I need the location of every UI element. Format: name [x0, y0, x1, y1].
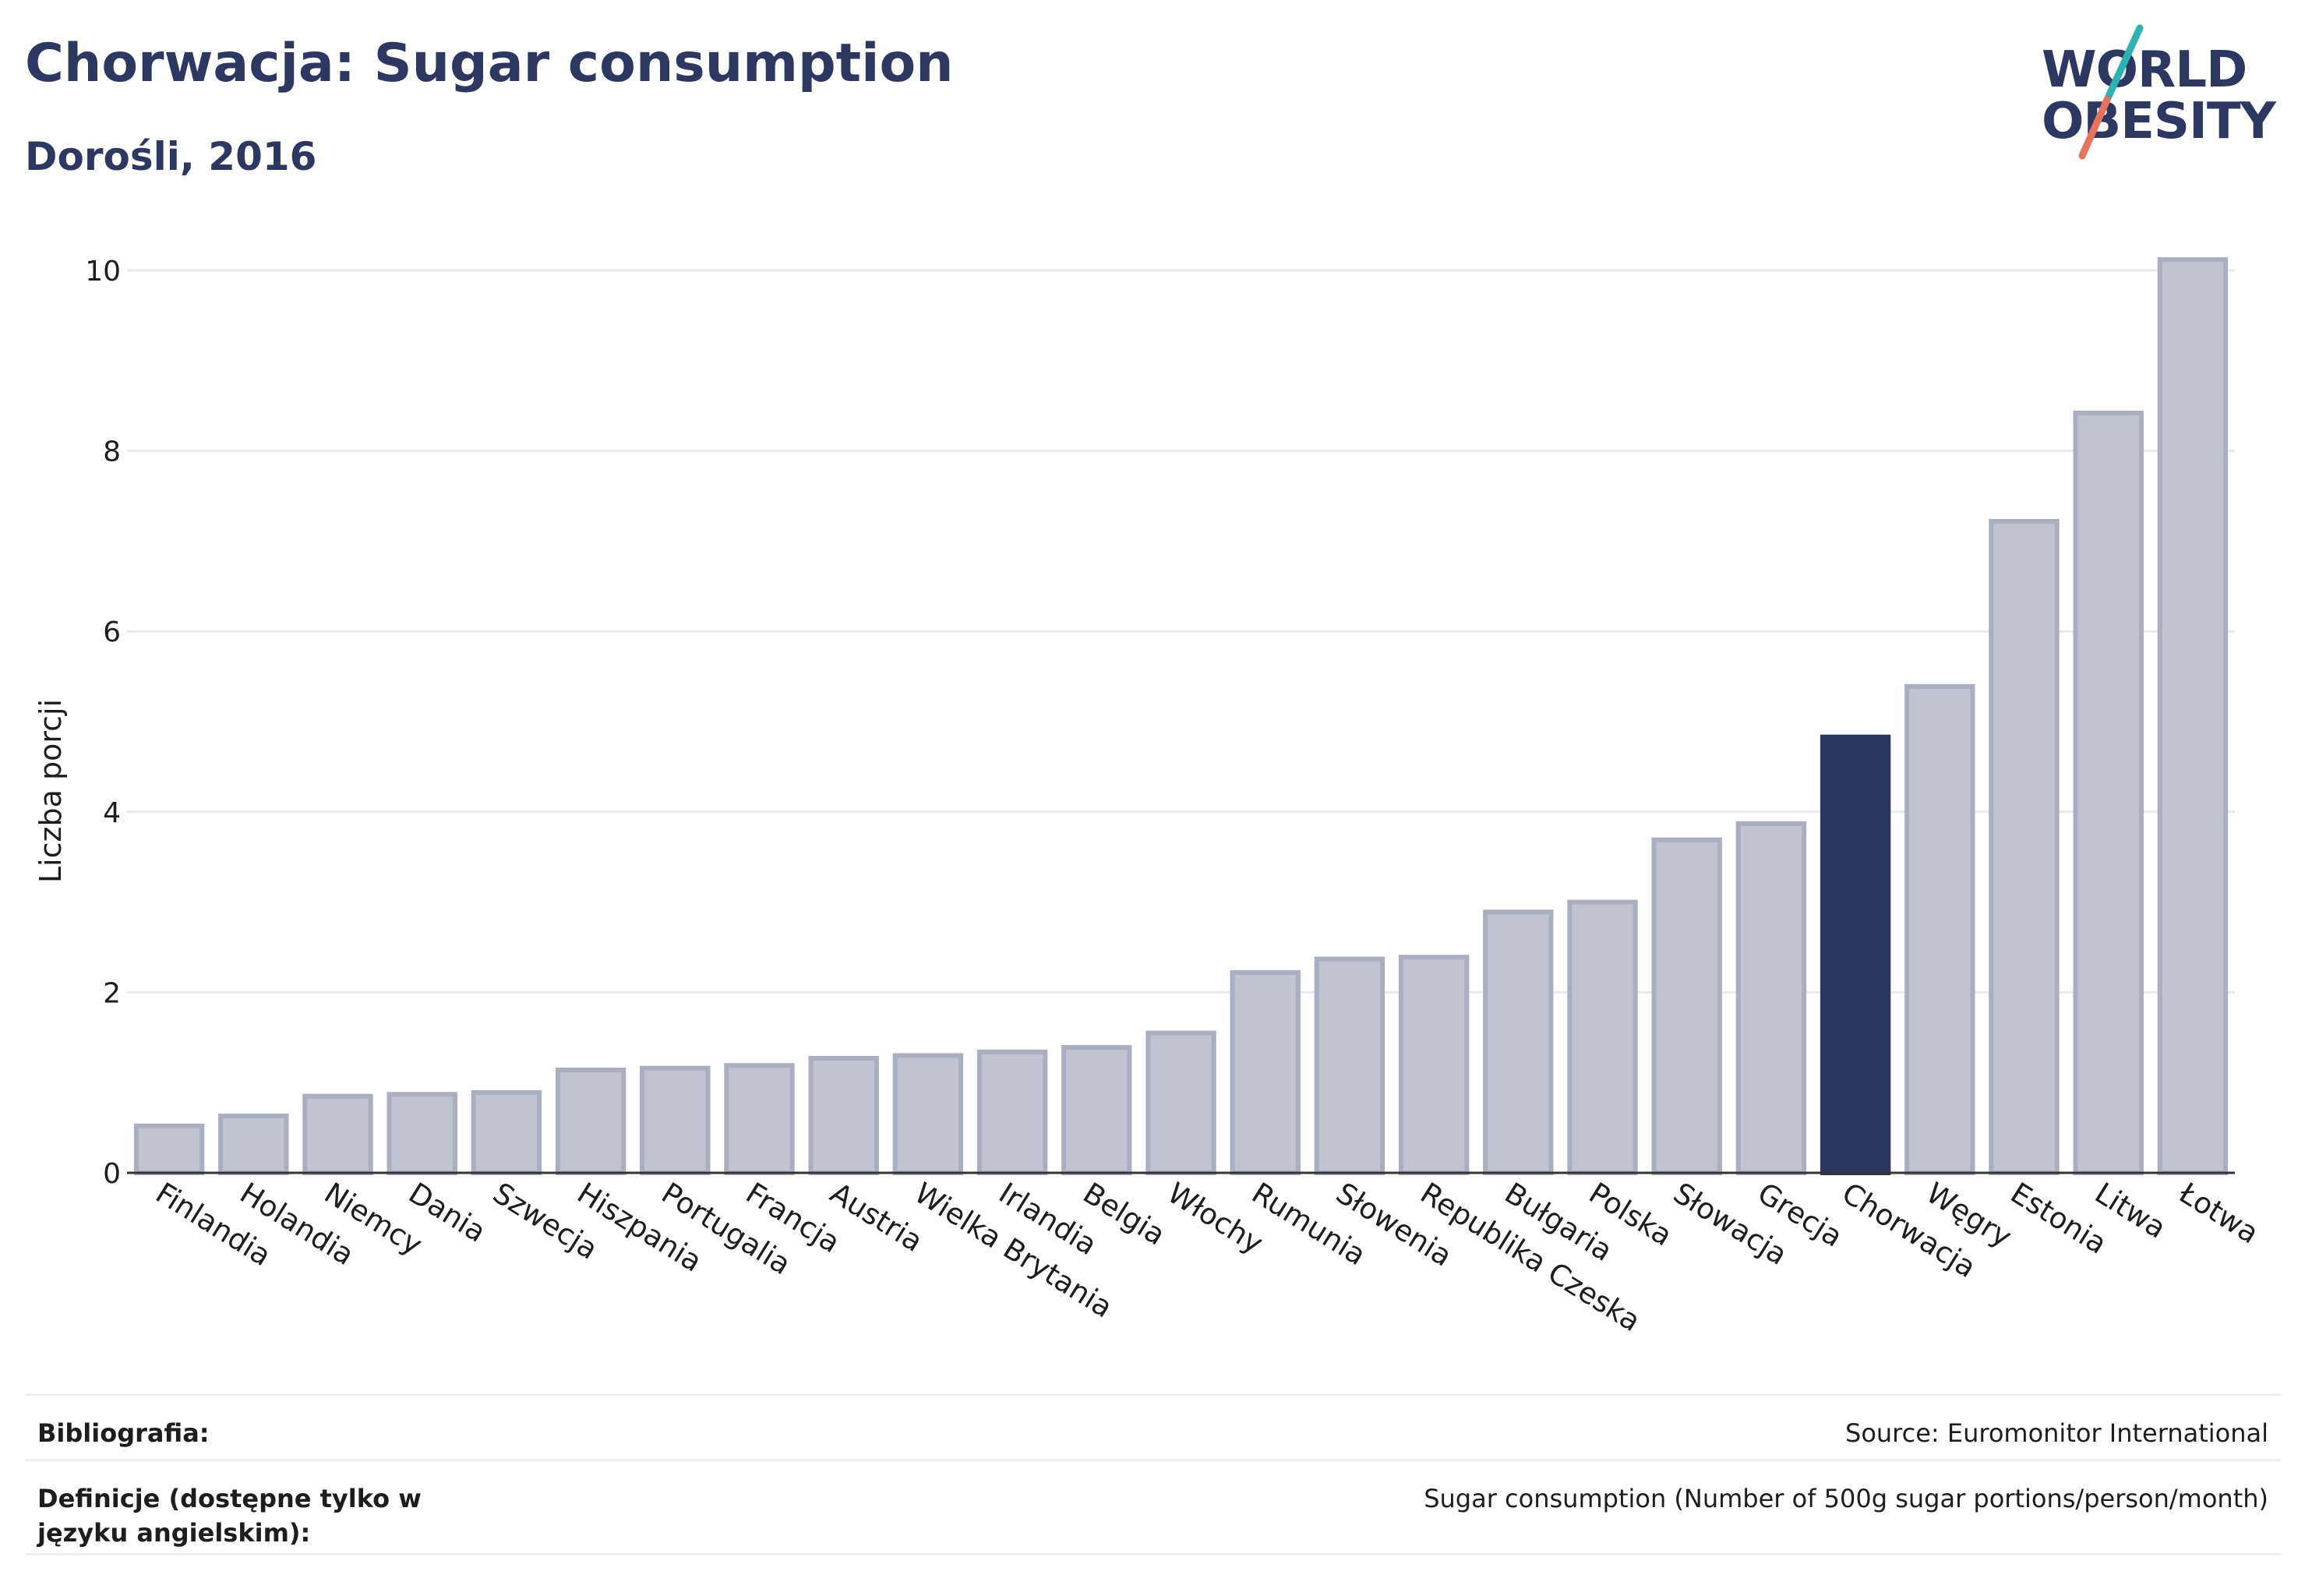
- bar-grecja[interactable]: [1735, 821, 1807, 1175]
- bibliography-label: Bibliografia:: [37, 1418, 210, 1448]
- bar-finlandia[interactable]: [133, 1123, 205, 1176]
- bar-litwa[interactable]: [2073, 410, 2144, 1175]
- bar-polska[interactable]: [1567, 899, 1638, 1175]
- logo-word-world: WORLD: [2042, 41, 2247, 99]
- bar-słowenia[interactable]: [1314, 956, 1385, 1175]
- bar-portugalia[interactable]: [640, 1065, 711, 1175]
- y-axis-label: Liczba porcji: [34, 699, 68, 883]
- y-tick-labels: 0 2 4 6 8 10: [85, 256, 121, 1190]
- bar-republika-czeska[interactable]: [1398, 955, 1470, 1176]
- bar-łotwa[interactable]: [2157, 257, 2229, 1175]
- bar-austria[interactable]: [808, 1055, 879, 1175]
- bar-wielka-brytania[interactable]: [892, 1053, 964, 1175]
- definitions-label: Definicje (dostępne tylko w języku angie…: [37, 1484, 422, 1548]
- logo-slash-icon: [2078, 24, 2144, 160]
- footer-table: Bibliografia: Source: Euromonitor Intern…: [25, 1393, 2281, 1555]
- bar-francja[interactable]: [724, 1063, 795, 1175]
- x-tick-label: Włochy: [1162, 1176, 1269, 1260]
- bar-chorwacja[interactable]: [1820, 734, 1891, 1175]
- bar-belgia[interactable]: [1061, 1045, 1132, 1175]
- bar-chart: 0 2 4 6 8 10 FinlandiaHolandiaNiemcyDaniaSzwe…: [34, 256, 2264, 1339]
- bar-holandia[interactable]: [218, 1114, 289, 1176]
- definitions-value: Sugar consumption (Number of 500g sugar …: [1424, 1484, 2268, 1513]
- x-tick-labels: FinlandiaHolandiaNiemcyDaniaSzwecjaHiszp…: [150, 1176, 2264, 1339]
- y-tick-label: 10: [85, 256, 121, 288]
- y-tick-label: 8: [103, 436, 121, 468]
- bibliography-value: Source: Euromonitor International: [1845, 1418, 2268, 1448]
- bar-bułgaria[interactable]: [1483, 909, 1554, 1175]
- bar-szwecja[interactable]: [471, 1089, 542, 1175]
- x-tick-label: Estonia: [2005, 1176, 2113, 1261]
- bar-włochy[interactable]: [1145, 1030, 1216, 1176]
- bar-rumunia[interactable]: [1230, 969, 1301, 1175]
- logo-word-obesity: OBESITY: [2042, 93, 2276, 150]
- bar-węgry[interactable]: [1904, 683, 1975, 1175]
- bar-hiszpania[interactable]: [555, 1067, 627, 1176]
- bar-irlandia[interactable]: [976, 1049, 1048, 1175]
- world-obesity-logo[interactable]: WORLD OBESITY: [2026, 22, 2291, 170]
- y-tick-label: 2: [103, 977, 121, 1009]
- bar-niemcy[interactable]: [302, 1093, 373, 1175]
- bar-dania[interactable]: [387, 1092, 457, 1176]
- y-tick-label: 0: [103, 1158, 121, 1190]
- definitions-row: Definicje (dostępne tylko w języku angie…: [25, 1459, 2281, 1555]
- chart-subtitle: Dorośli, 2016: [25, 134, 317, 179]
- y-tick-label: 4: [103, 797, 121, 829]
- y-tick-label: 6: [103, 616, 121, 648]
- x-tick-label: Łotwa: [2173, 1176, 2264, 1251]
- bars: [133, 257, 2229, 1176]
- bar-estonia[interactable]: [1989, 518, 2060, 1175]
- x-tick-label: Austria: [824, 1176, 929, 1259]
- bibliography-row: Bibliografia: Source: Euromonitor Intern…: [25, 1393, 2281, 1459]
- chart-title: Chorwacja: Sugar consumption: [25, 33, 954, 94]
- bar-słowacja[interactable]: [1651, 837, 1722, 1175]
